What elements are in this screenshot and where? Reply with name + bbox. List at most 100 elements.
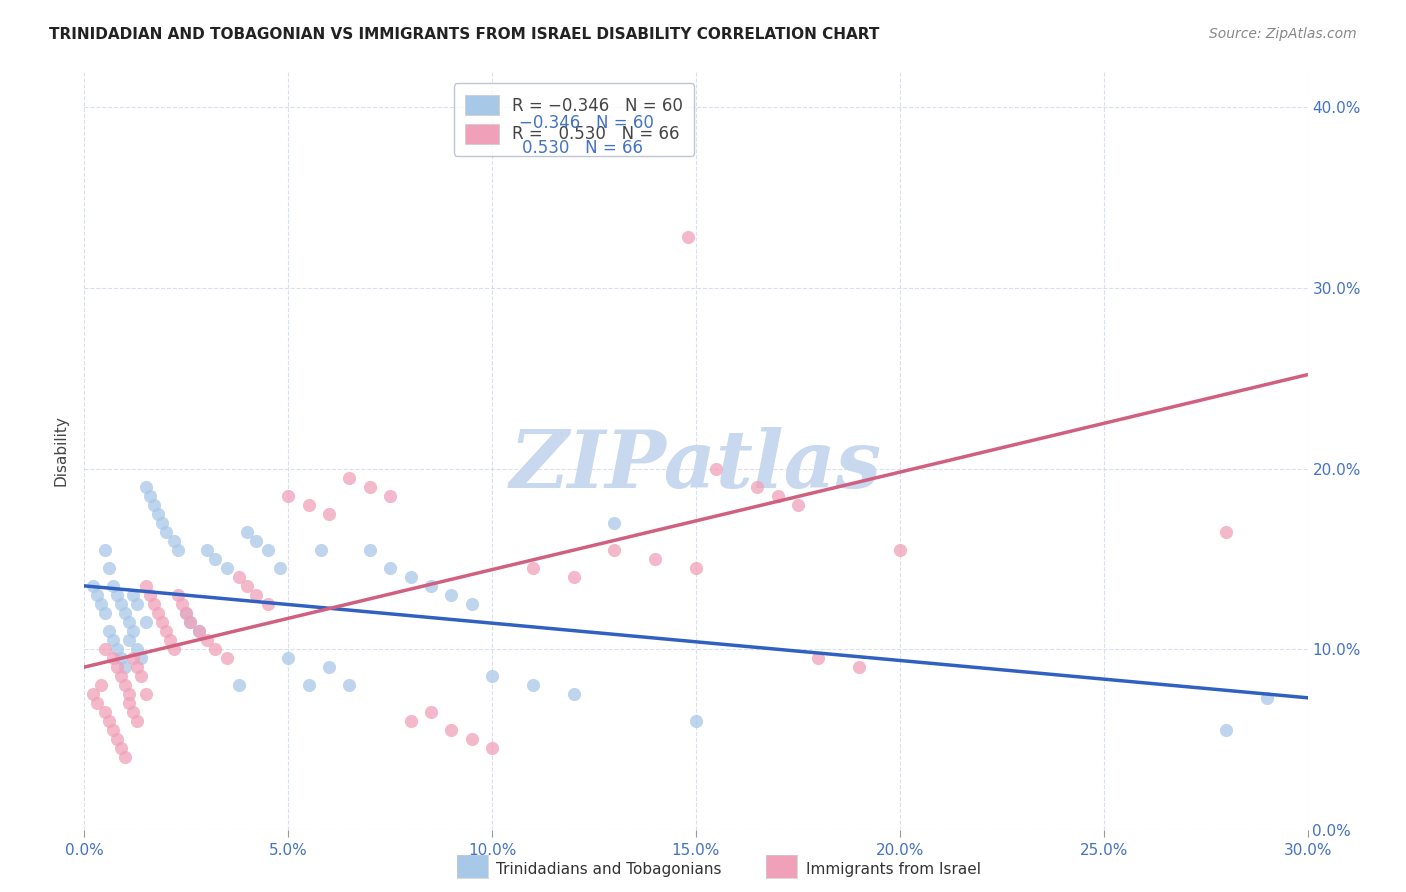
Point bbox=[122, 705, 145, 719]
Point bbox=[105, 660, 128, 674]
Point bbox=[380, 561, 402, 575]
Legend: R = −0.346   N = 60, R =   0.530   N = 66: R = −0.346 N = 60, R = 0.530 N = 66 bbox=[454, 84, 695, 156]
Point bbox=[603, 516, 626, 530]
Point bbox=[167, 588, 190, 602]
Point bbox=[110, 741, 132, 756]
Point bbox=[318, 660, 340, 674]
Text: Immigrants from Israel: Immigrants from Israel bbox=[806, 863, 980, 877]
Point bbox=[269, 561, 291, 575]
Point bbox=[420, 705, 443, 719]
Point bbox=[1215, 723, 1237, 738]
Point bbox=[110, 651, 132, 665]
Point bbox=[163, 533, 186, 548]
Point bbox=[562, 570, 585, 584]
Point bbox=[257, 542, 280, 557]
Point bbox=[848, 660, 870, 674]
Point bbox=[339, 678, 361, 692]
Point bbox=[135, 615, 157, 629]
Point bbox=[399, 714, 422, 729]
Point bbox=[217, 651, 239, 665]
Point bbox=[685, 714, 707, 729]
Point bbox=[101, 651, 124, 665]
Point bbox=[159, 633, 181, 648]
Point bbox=[105, 588, 128, 602]
Point bbox=[114, 750, 136, 764]
Text: Trinidadians and Tobagonians: Trinidadians and Tobagonians bbox=[496, 863, 721, 877]
Point bbox=[82, 579, 104, 593]
Point bbox=[481, 741, 503, 756]
Point bbox=[131, 669, 153, 683]
Point bbox=[245, 588, 267, 602]
Point bbox=[118, 687, 141, 701]
Point bbox=[204, 551, 226, 566]
Point bbox=[122, 588, 145, 602]
Point bbox=[298, 498, 321, 512]
Point bbox=[747, 479, 769, 493]
Point bbox=[440, 723, 463, 738]
Point bbox=[86, 696, 108, 710]
Point bbox=[150, 516, 173, 530]
Point bbox=[174, 606, 197, 620]
Point bbox=[163, 642, 186, 657]
Point bbox=[110, 597, 132, 611]
Point bbox=[195, 633, 218, 648]
Point bbox=[90, 597, 112, 611]
Point bbox=[114, 606, 136, 620]
Point bbox=[380, 489, 402, 503]
Point bbox=[257, 597, 280, 611]
Point bbox=[127, 660, 149, 674]
Point bbox=[110, 669, 132, 683]
Point bbox=[101, 723, 124, 738]
Text: −0.346   N = 60: −0.346 N = 60 bbox=[519, 114, 654, 132]
Point bbox=[277, 651, 299, 665]
Point bbox=[359, 542, 381, 557]
Point bbox=[298, 678, 321, 692]
Point bbox=[131, 651, 153, 665]
Y-axis label: Disability: Disability bbox=[53, 415, 69, 486]
Point bbox=[105, 642, 128, 657]
Point bbox=[86, 588, 108, 602]
Point bbox=[172, 597, 194, 611]
Point bbox=[179, 615, 201, 629]
Text: TRINIDADIAN AND TOBAGONIAN VS IMMIGRANTS FROM ISRAEL DISABILITY CORRELATION CHAR: TRINIDADIAN AND TOBAGONIAN VS IMMIGRANTS… bbox=[49, 27, 880, 42]
Point bbox=[359, 479, 381, 493]
Point bbox=[1256, 690, 1278, 705]
Point bbox=[236, 579, 259, 593]
Point bbox=[138, 588, 160, 602]
Point bbox=[522, 678, 544, 692]
Point bbox=[461, 732, 484, 747]
Point bbox=[118, 633, 141, 648]
Text: 0.530   N = 66: 0.530 N = 66 bbox=[522, 139, 644, 157]
Point bbox=[562, 687, 585, 701]
Point bbox=[105, 732, 128, 747]
Point bbox=[127, 597, 149, 611]
Point bbox=[228, 678, 250, 692]
Point bbox=[97, 561, 120, 575]
Point bbox=[167, 542, 190, 557]
Point bbox=[603, 542, 626, 557]
Point bbox=[787, 498, 810, 512]
Point bbox=[228, 570, 250, 584]
Point bbox=[187, 624, 209, 638]
Point bbox=[82, 687, 104, 701]
Point bbox=[127, 714, 149, 729]
Point bbox=[676, 230, 699, 244]
Point bbox=[461, 597, 484, 611]
Point bbox=[146, 606, 169, 620]
Point bbox=[90, 678, 112, 692]
Point bbox=[245, 533, 267, 548]
Point bbox=[807, 651, 830, 665]
Point bbox=[309, 542, 332, 557]
Point bbox=[277, 489, 299, 503]
Point bbox=[195, 542, 218, 557]
Point bbox=[706, 461, 728, 475]
Point bbox=[135, 579, 157, 593]
Text: Source: ZipAtlas.com: Source: ZipAtlas.com bbox=[1209, 27, 1357, 41]
Point bbox=[135, 687, 157, 701]
Text: ZIPatlas: ZIPatlas bbox=[510, 427, 882, 504]
Point bbox=[93, 705, 115, 719]
Point bbox=[97, 624, 120, 638]
Point bbox=[118, 615, 141, 629]
Point bbox=[142, 498, 165, 512]
Point bbox=[122, 624, 145, 638]
